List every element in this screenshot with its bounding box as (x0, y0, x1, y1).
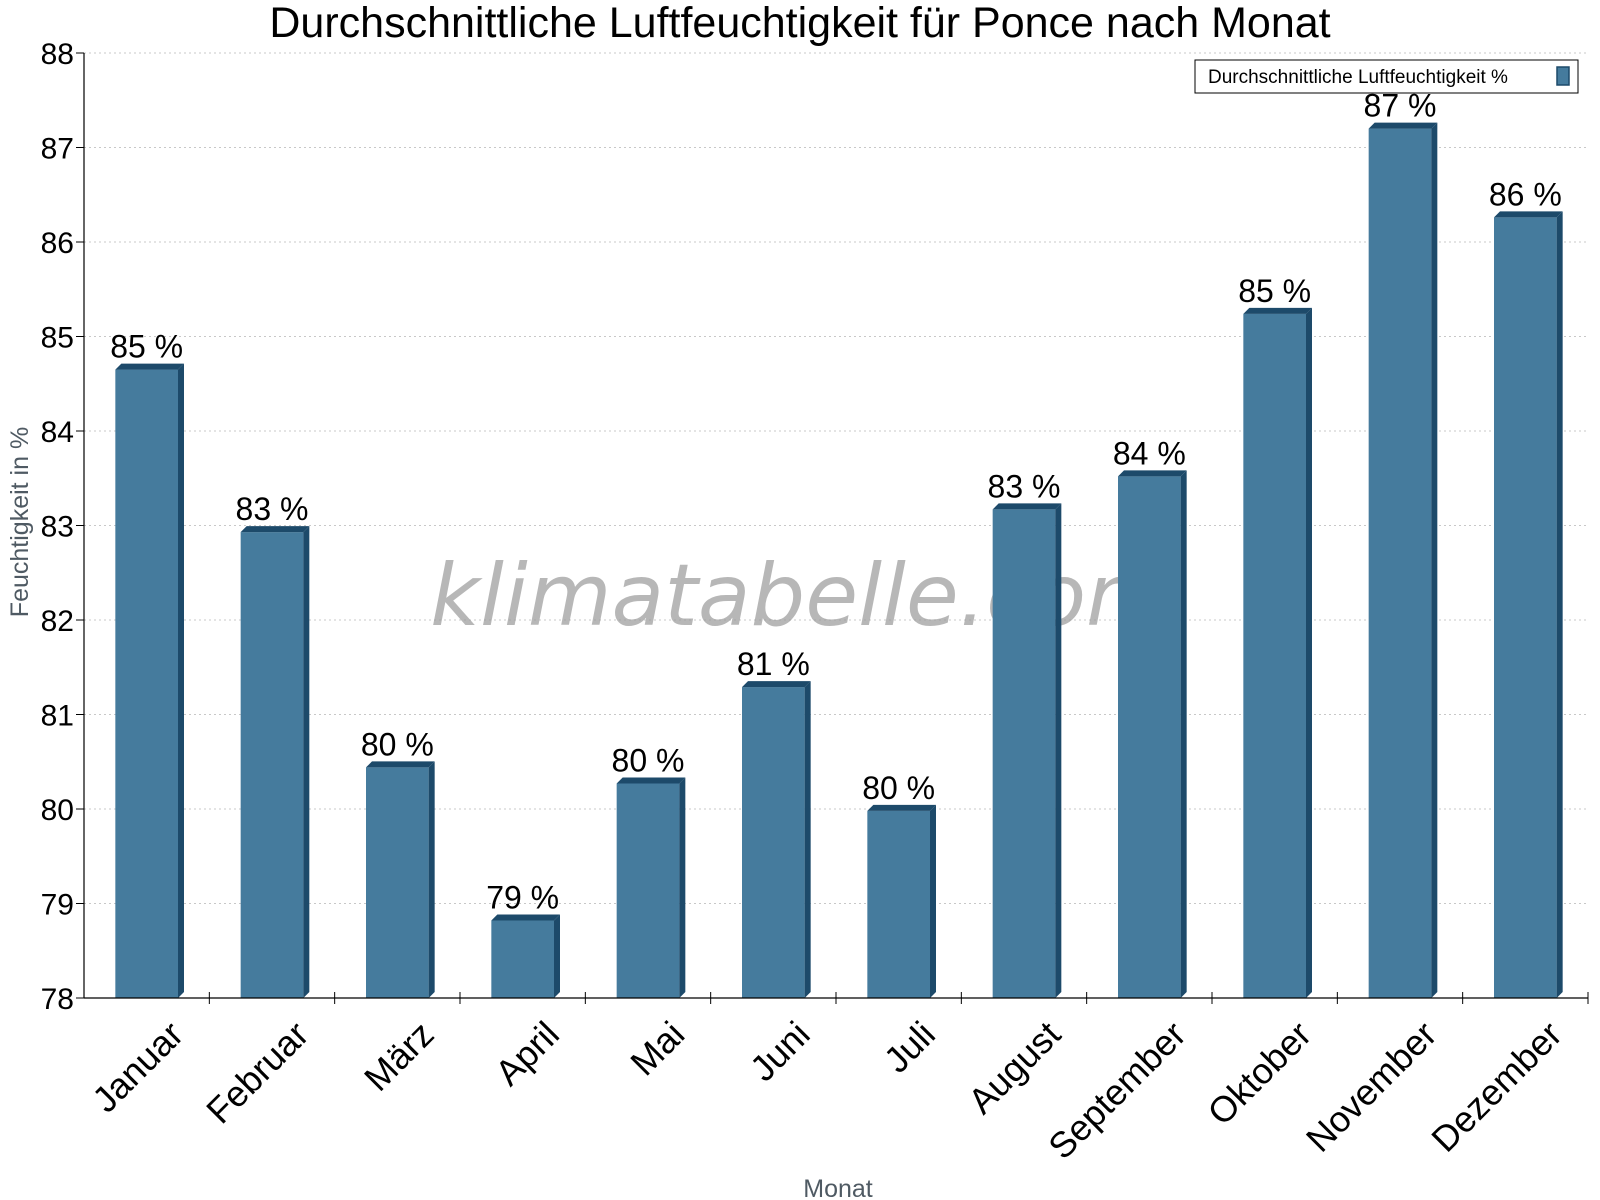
y-tick-label: 87 (41, 133, 74, 166)
y-tick-label: 80 (41, 794, 74, 827)
bar (115, 363, 184, 998)
gridlines (84, 52, 1588, 904)
bar-face (742, 687, 805, 998)
x-tick-label: August (960, 1013, 1068, 1121)
x-tick-label: Juli (876, 1013, 943, 1080)
y-tick-label: 85 (41, 322, 74, 355)
data-label: 83 % (988, 468, 1061, 504)
x-tick-label: September (1040, 1013, 1194, 1167)
bar-top (1494, 211, 1563, 218)
y-tick-label: 79 (41, 889, 74, 922)
data-label: 80 % (862, 770, 935, 806)
bar-face (1494, 217, 1557, 998)
x-tick-label: Dezember (1423, 1013, 1569, 1159)
data-label: 86 % (1489, 176, 1562, 212)
bar-top (616, 777, 686, 784)
x-tick-label: März (356, 1013, 442, 1099)
y-tick-label: 78 (41, 983, 74, 1016)
bar-side (1556, 211, 1563, 998)
x-axis-label: Monat (803, 1175, 873, 1200)
value-labels: 85 % 83 % 80 % 79 % 80 % 81 % 80 % 83 % 84 % 85 %… (110, 88, 1562, 916)
bar (491, 914, 560, 998)
y-tick-label: 84 (41, 416, 74, 449)
bar-top (115, 363, 184, 370)
bar (240, 526, 310, 998)
data-label: 87 % (1364, 88, 1437, 124)
legend-label: Durchschnittliche Luftfeuchtigkeit % (1208, 67, 1508, 88)
bar (1118, 470, 1187, 998)
bar (616, 777, 686, 998)
bar-face (1118, 476, 1181, 998)
bar-face (867, 810, 930, 998)
bar-side (1180, 470, 1187, 998)
bar-top (240, 526, 310, 533)
bar-side (428, 761, 435, 998)
data-label: 81 % (737, 646, 810, 682)
x-tick-label: Oktober (1199, 1013, 1319, 1133)
bar (1368, 122, 1438, 999)
legend-swatch (1556, 66, 1570, 86)
bar-face (366, 767, 429, 998)
x-tick-label: Januar (84, 1013, 191, 1120)
bar (867, 804, 936, 998)
data-label: 80 % (361, 726, 434, 762)
y-tick-label: 81 (41, 700, 74, 733)
bar (1243, 307, 1312, 998)
data-label: 84 % (1113, 435, 1186, 471)
bar-side (554, 914, 560, 998)
bar-side (1431, 122, 1438, 999)
y-tick-label: 83 (41, 511, 74, 544)
bar-side (303, 526, 310, 998)
bar-face (1368, 128, 1432, 999)
bar-top (366, 761, 435, 768)
y-tick-label: 82 (41, 605, 74, 638)
y-tick-label: 86 (41, 227, 74, 260)
x-tick-label: Juni (742, 1013, 818, 1089)
bar-top (1118, 470, 1187, 477)
data-label: 85 % (1238, 273, 1311, 309)
bar-side (178, 363, 184, 998)
data-label: 79 % (486, 880, 559, 916)
x-tick-label: Februar (198, 1013, 316, 1131)
x-tick-label: Mai (622, 1013, 692, 1083)
legend: Durchschnittliche Luftfeuchtigkeit % (1194, 59, 1579, 94)
bar-top (742, 681, 811, 688)
bar (992, 503, 1062, 998)
x-tick-labels: Januar Februar März April Mai Juni Juli AugustS… (84, 1013, 1570, 1167)
bar-top (1243, 307, 1312, 314)
bar-top (1368, 122, 1438, 129)
bar-side (930, 804, 936, 998)
legend-box (1194, 59, 1579, 94)
bar (742, 681, 811, 998)
bar-top (491, 914, 560, 921)
bar-side (804, 681, 811, 998)
bar-face (1243, 313, 1306, 998)
data-label: 85 % (110, 329, 183, 365)
bar-side (679, 777, 686, 998)
data-label: 83 % (236, 491, 309, 527)
y-tick-label: 88 (41, 38, 74, 71)
chart-title: Durchschnittliche Luftfeuchtigkeit für P… (269, 0, 1330, 47)
bar-face (616, 783, 680, 998)
bars (115, 122, 1563, 999)
bar-top (867, 804, 936, 811)
bar-face (491, 920, 554, 998)
bar-top (992, 503, 1062, 510)
axes (76, 52, 1589, 1004)
bar (366, 761, 435, 998)
bar (1494, 211, 1563, 998)
bar-face (240, 532, 304, 998)
bar-face (115, 369, 178, 998)
x-tick-label: November (1298, 1013, 1444, 1159)
x-tick-label: April (487, 1013, 567, 1093)
data-label: 80 % (612, 742, 685, 778)
bar-side (1306, 307, 1312, 998)
y-tick-labels: 78 79 80 81 82 83 84 85 86 87 88 (41, 38, 74, 1016)
y-axis-label: Feuchtigkeit in % (6, 427, 34, 617)
bar-side (1055, 503, 1062, 998)
bar-face (992, 509, 1056, 998)
